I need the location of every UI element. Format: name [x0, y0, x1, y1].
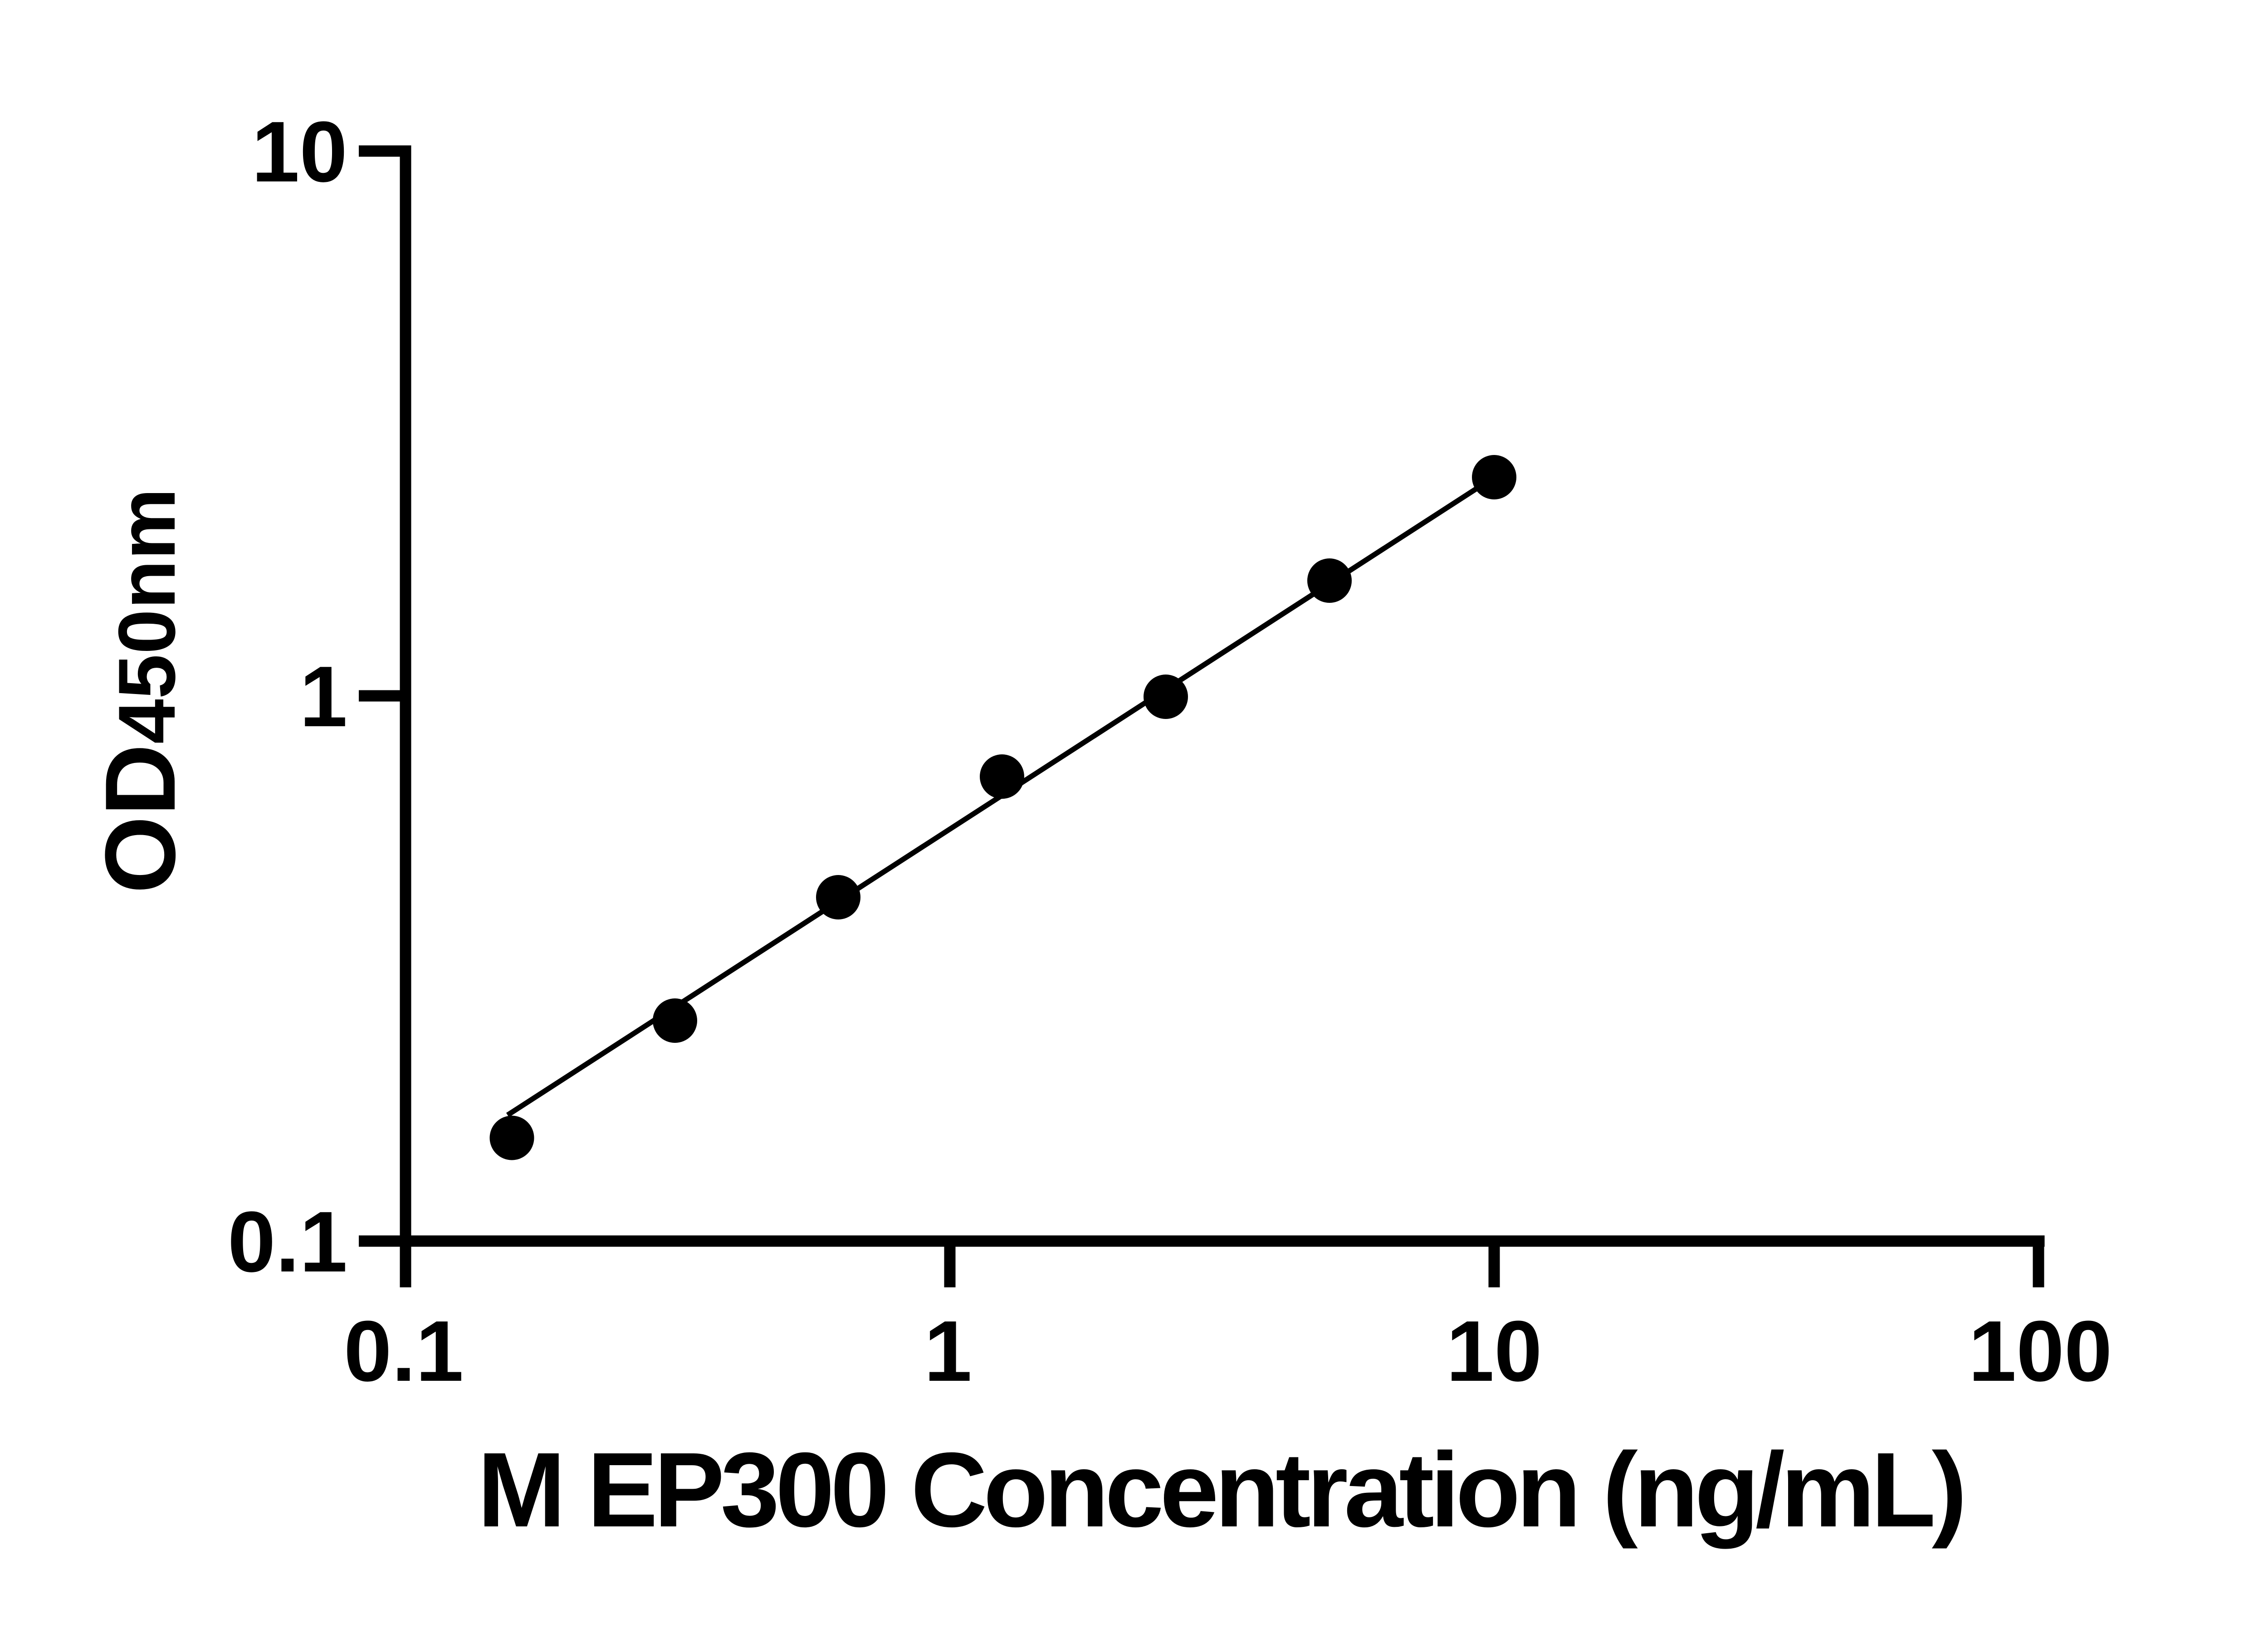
svg-text:0.1: 0.1	[344, 1303, 464, 1399]
svg-text:10: 10	[252, 104, 347, 200]
svg-text:0.1: 0.1	[228, 1194, 347, 1290]
svg-text:1: 1	[299, 649, 347, 745]
svg-text:10: 10	[1446, 1303, 1542, 1399]
svg-text:1: 1	[924, 1303, 972, 1399]
svg-text:M EP300 Concentration (ng/mL): M EP300 Concentration (ng/mL)	[477, 1430, 1963, 1549]
svg-text:OD450nm: OD450nm	[84, 488, 196, 894]
svg-text:100: 100	[1968, 1303, 2112, 1399]
